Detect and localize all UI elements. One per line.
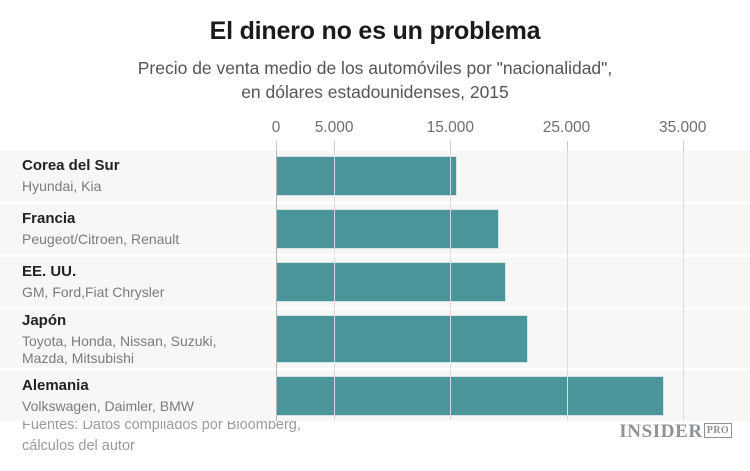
brand-label-line-2: Mazda, Mitsubishi (22, 349, 135, 366)
logo-pro-badge: PRO (703, 423, 732, 438)
source-note-line-2: cálculos del autor (22, 437, 135, 454)
bar (276, 262, 507, 303)
page-title: El dinero no es un problema (209, 17, 541, 45)
brand-label: Volkswagen, Daimler, BMW (22, 398, 194, 415)
chart-row: EE. UU. GM, Ford,Fiat Chrysler (0, 257, 750, 308)
chart-header: El dinero no es un problema Precio de ve… (0, 0, 750, 104)
x-axis-tick-label: 25.000 (542, 119, 591, 137)
row-label-group: Francia Peugeot/Citroen, Renault (22, 204, 272, 254)
x-axis-tick-mark (682, 141, 684, 152)
chart-subtitle: Precio de venta medio de los automóviles… (0, 57, 750, 104)
country-label: Japón (22, 311, 67, 329)
country-label: Alemania (22, 377, 89, 395)
x-axis-tick-labels: 0 5.000 15.000 25.000 35.000 (0, 119, 750, 152)
chart-row: Japón Toyota, Honda, Nissan, Suzuki, Mazda… (0, 310, 750, 369)
bar-rows-container: Corea del Sur Hyundai, Kia Francia Peugeot/… (0, 151, 750, 422)
x-axis-tick-label: 15.000 (426, 119, 475, 137)
row-label-group: Alemania Volkswagen, Daimler, BMW (22, 371, 272, 421)
x-axis-tick-label: 35.000 (658, 119, 707, 137)
chart-row: Corea del Sur Hyundai, Kia (0, 151, 750, 202)
country-label: Francia (22, 210, 76, 228)
bar (276, 209, 500, 250)
bar (276, 376, 665, 417)
brand-label: Toyota, Honda, Nissan, Suzuki, (22, 332, 217, 349)
x-axis-tick-mark (276, 141, 277, 152)
brand-label: Peugeot/Citroen, Renault (22, 231, 180, 248)
brand-label: Hyundai, Kia (22, 178, 102, 195)
logo-wordmark: INSIDER (619, 421, 703, 442)
insider-pro-logo: INSIDER PRO (619, 422, 732, 441)
row-label-group: Corea del Sur Hyundai, Kia (22, 151, 272, 201)
brand-label: GM, Ford,Fiat Chrysler (22, 284, 165, 301)
chart-footer: Fuentes: Datos compilados por Bloomberg,… (0, 415, 750, 463)
row-label-group: EE. UU. GM, Ford,Fiat Chrysler (22, 257, 272, 307)
row-label-group: Japón Toyota, Honda, Nissan, Suzuki, Mazda… (22, 310, 272, 368)
x-axis-tick-mark (566, 141, 568, 152)
chart-row: Alemania Volkswagen, Daimler, BMW (0, 371, 750, 422)
bar (276, 315, 529, 364)
x-axis-tick-label: 0 (271, 119, 281, 137)
x-axis-tick-mark (334, 141, 336, 152)
x-axis-tick-label: 5.000 (314, 119, 354, 137)
x-axis-tick-mark (450, 141, 452, 152)
chart-row: Francia Peugeot/Citroen, Renault (0, 204, 750, 255)
chart-plot-area: 0 5.000 15.000 25.000 35.000 Corea del Sur Hy… (0, 119, 750, 422)
chart-subtitle-line-2: en dólares estadounidenses, 2015 (241, 81, 509, 102)
bar (276, 156, 458, 197)
country-label: EE. UU. (22, 263, 77, 281)
country-label: Corea del Sur (22, 157, 120, 175)
chart-subtitle-line-1: Precio de venta medio de los automóviles… (137, 58, 613, 78)
